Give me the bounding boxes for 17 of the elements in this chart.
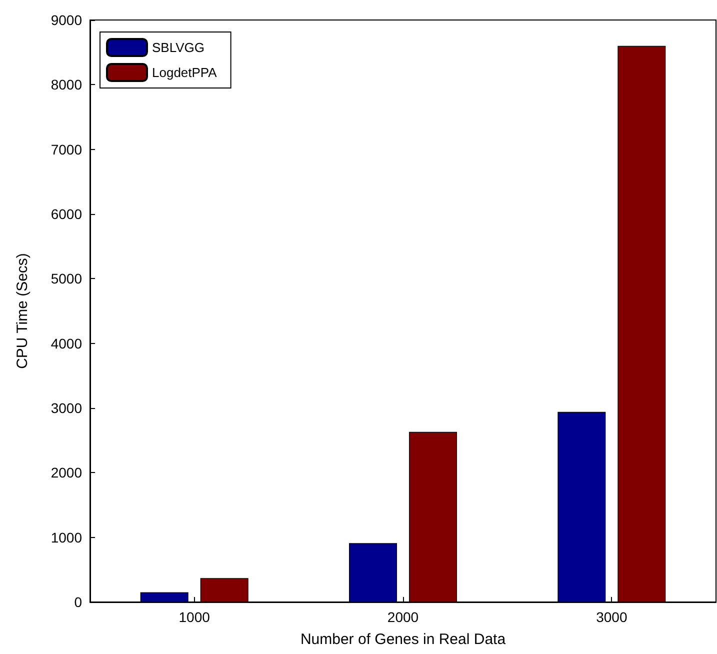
y-tick-label: 0 [74,594,82,610]
y-tick-label: 8000 [50,76,82,93]
y-tick-label: 6000 [50,206,82,222]
y-tick-label: 9000 [50,12,82,28]
x-tick-label: 1000 [178,609,210,625]
y-axis-title: CPU Time (Secs) [14,253,31,369]
x-tick-label: 2000 [387,609,419,625]
y-tick-label: 3000 [50,400,82,416]
y-tick-label: 5000 [50,270,82,287]
y-tick-label: 2000 [50,464,82,481]
x-axis-title: Number of Genes in Real Data [300,631,506,648]
legend-label: SBLVGG [152,40,205,55]
x-tick-label: 3000 [596,609,628,625]
y-tick-label: 1000 [50,529,82,546]
y-tick-label: 4000 [50,335,82,352]
y-tick-label: 7000 [50,141,82,158]
legend-label: LogdetPPA [152,65,218,80]
